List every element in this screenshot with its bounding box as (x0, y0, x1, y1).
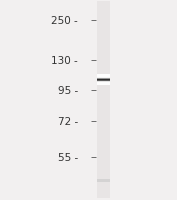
Text: 55 -: 55 - (58, 152, 78, 162)
Bar (97, 179, 110, 182)
Text: 95 -: 95 - (58, 86, 78, 96)
Bar (97, 84, 110, 85)
Bar (97, 75, 110, 76)
Bar (97, 80, 110, 81)
Bar (97, 2, 110, 198)
Bar (97, 82, 110, 83)
Text: 250 -: 250 - (51, 16, 78, 26)
Bar (97, 80, 110, 81)
Bar (97, 84, 110, 85)
Bar (97, 81, 110, 82)
Bar (97, 77, 110, 78)
Bar (97, 81, 110, 82)
Bar (97, 78, 110, 79)
Bar (97, 77, 110, 78)
Bar (97, 83, 110, 84)
Bar (97, 85, 110, 86)
Bar (97, 79, 110, 80)
Bar (97, 78, 110, 79)
Bar (97, 85, 110, 86)
Bar (97, 76, 110, 77)
Text: 72 -: 72 - (58, 116, 78, 126)
Bar (97, 82, 110, 83)
Text: 130 -: 130 - (51, 56, 78, 66)
